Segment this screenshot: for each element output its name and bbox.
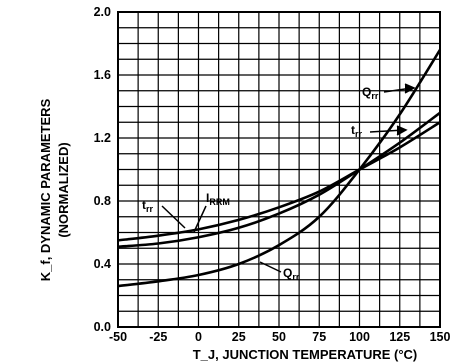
arrowhead-qrr-top xyxy=(404,83,416,94)
x-tick-label: 50 xyxy=(272,330,286,344)
x-tick-label: -25 xyxy=(149,330,167,344)
label-qrr-top-sub: rr xyxy=(371,91,379,101)
y-tick-label: 0.0 xyxy=(94,320,111,334)
label-qrr-top: Qrr xyxy=(362,85,379,101)
label-irrm-main: I xyxy=(206,191,209,205)
label-trr-right-main: t xyxy=(351,123,355,137)
label-trr-right-sub: rr xyxy=(355,129,363,139)
x-tick-label: 25 xyxy=(232,330,246,344)
label-leaders xyxy=(161,83,416,273)
plot-frame xyxy=(117,11,441,328)
y-tick-labels: 0.0 0.4 0.8 1.2 1.6 2.0 xyxy=(94,5,111,334)
x-tick-labels: -50 -25 0 25 50 75 100 125 150 xyxy=(109,330,451,344)
x-tick-label: 125 xyxy=(389,330,410,344)
series-line-qrr xyxy=(117,49,442,288)
label-trr-left-sub: rr xyxy=(146,204,154,214)
label-qrr-bottom-main: Q xyxy=(283,266,292,280)
curve-labels: Qrr trr trr IRRM Qrr xyxy=(142,85,379,282)
label-qrr-bottom: Qrr xyxy=(283,266,300,282)
y-axis-title-line1: K_f, DYNAMIC PARAMETERS xyxy=(38,98,53,281)
label-irrm: IRRM xyxy=(206,191,230,207)
y-tick-label: 0.8 xyxy=(94,194,111,208)
y-tick-label: 1.2 xyxy=(94,131,111,145)
series-line-irrm xyxy=(117,121,441,242)
label-trr-left-main: t xyxy=(142,198,146,212)
leader-qrr-bottom xyxy=(259,261,282,273)
label-irrm-sub: RRM xyxy=(209,197,230,207)
label-qrr-top-main: Q xyxy=(362,85,371,99)
label-trr-left: trr xyxy=(142,198,154,214)
y-axis-title-line2: (NORMALIZED) xyxy=(56,142,71,237)
label-qrr-bottom-sub: rr xyxy=(292,272,300,282)
x-tick-label: 0 xyxy=(195,330,202,344)
x-tick-label: 150 xyxy=(430,330,451,344)
y-tick-label: 2.0 xyxy=(94,5,111,19)
series-line-trr xyxy=(117,111,441,248)
y-tick-label: 0.4 xyxy=(94,257,111,271)
x-tick-label: 75 xyxy=(312,330,326,344)
leader-irrm xyxy=(193,205,207,233)
arrowhead-trr-right xyxy=(396,125,408,136)
leader-trr-left xyxy=(161,205,186,229)
label-trr-right: trr xyxy=(351,123,363,139)
y-tick-label: 1.6 xyxy=(94,68,111,82)
curves xyxy=(117,49,442,288)
x-tick-label: -50 xyxy=(109,330,127,344)
x-tick-label: 100 xyxy=(349,330,370,344)
x-axis-title: T_J, JUNCTION TEMPERATURE (°C) xyxy=(193,347,418,362)
